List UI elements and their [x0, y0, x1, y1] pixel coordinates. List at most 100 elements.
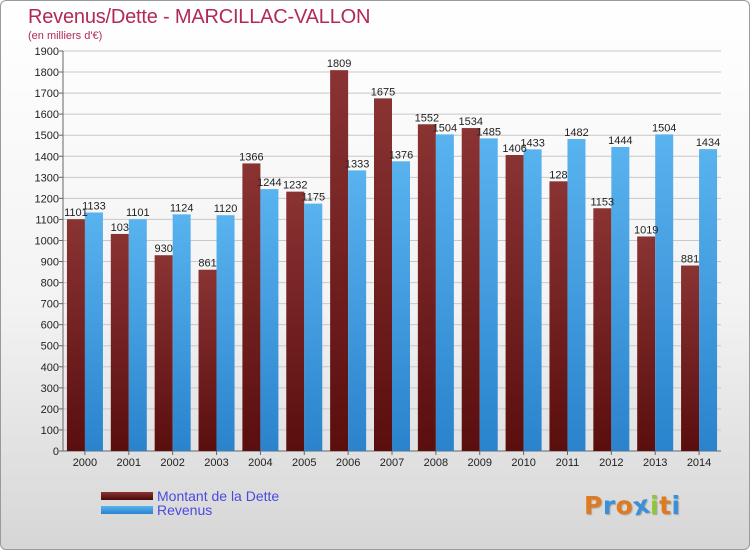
- y-tick-label: 500: [41, 341, 59, 353]
- logo-letter: o: [615, 491, 634, 520]
- x-tick-label-2005: 2005: [292, 457, 316, 469]
- bar-revenus-2010: [523, 149, 542, 451]
- bar-dette-2010: [505, 155, 524, 451]
- y-tick-label: 1300: [35, 172, 59, 184]
- bar-revenus-2013: [655, 134, 674, 452]
- y-tick-label: 200: [41, 404, 59, 416]
- x-tick-label-2013: 2013: [643, 457, 667, 469]
- logo-letter: P: [584, 491, 603, 520]
- x-tick-label-2002: 2002: [160, 457, 184, 469]
- value-label-dette-2003: 861: [198, 258, 216, 270]
- y-tick-label: 700: [41, 299, 59, 311]
- chart-title: Revenus/Dette - MARCILLAC-VALLON: [28, 6, 371, 28]
- value-label-dette-2006: 1809: [327, 58, 351, 70]
- bar-revenus-2005: [304, 203, 323, 451]
- value-label-revenus-2006: 1333: [345, 158, 369, 170]
- bar-revenus-2009: [479, 138, 498, 452]
- value-label-dette-2013: 1019: [634, 224, 658, 236]
- y-tick-label: 1700: [35, 88, 59, 100]
- bar-dette-2008: [417, 124, 436, 452]
- value-label-revenus-2000: 1133: [82, 200, 106, 212]
- bars: [66, 70, 718, 452]
- bar-dette-2005: [286, 191, 305, 451]
- bar-revenus-2003: [216, 215, 235, 451]
- value-label-dette-2002: 930: [154, 243, 172, 255]
- bar-dette-2004: [242, 163, 261, 451]
- value-label-dette-2000: 1101: [64, 207, 88, 219]
- value-label-dette-2012: 1153: [591, 196, 615, 208]
- bar-revenus-2006: [348, 170, 367, 452]
- y-tick-label: 1900: [35, 46, 59, 58]
- value-label-revenus-2001: 1101: [126, 207, 150, 219]
- value-label-revenus-2012: 1444: [608, 135, 632, 147]
- y-tick-label: 1500: [35, 130, 59, 142]
- value-label-dette-2010: 1406: [502, 143, 526, 155]
- value-label-revenus-2011: 1482: [564, 127, 588, 139]
- bar-revenus-2007: [392, 161, 410, 451]
- x-tick-label-2014: 2014: [687, 457, 711, 469]
- y-tick-label: 1200: [35, 193, 59, 205]
- bar-revenus-2014: [699, 149, 718, 451]
- y-tick-label: 400: [41, 362, 59, 374]
- bar-dette-2012: [593, 208, 612, 451]
- y-tick-label: 1600: [35, 109, 59, 121]
- bar-revenus-2000: [84, 212, 103, 451]
- bar-dette-2014: [681, 265, 700, 451]
- value-label-dette-2001: 103: [111, 222, 129, 234]
- bar-dette-2002: [154, 255, 173, 451]
- value-label-revenus-2004: 1244: [257, 177, 281, 189]
- value-label-dette-2014: 881: [681, 254, 699, 266]
- value-label-revenus-2002: 1124: [170, 202, 194, 214]
- x-tick-label-2000: 2000: [73, 457, 97, 469]
- y-tick-label: 600: [41, 320, 59, 332]
- value-label-revenus-2008: 1504: [433, 122, 457, 134]
- x-tick-label-2011: 2011: [556, 457, 580, 469]
- value-label-revenus-2014: 1434: [696, 137, 720, 149]
- bar-dette-2003: [198, 269, 217, 451]
- bar-dette-2009: [461, 128, 480, 451]
- value-label-revenus-2003: 1120: [214, 203, 238, 215]
- bar-revenus-2004: [260, 189, 279, 451]
- y-tick-label: 100: [41, 425, 59, 437]
- x-tick-label-2003: 2003: [204, 457, 228, 469]
- bar-revenus-2001: [128, 219, 147, 451]
- bar-revenus-2012: [611, 147, 630, 451]
- value-label-dette-2007: 1675: [371, 86, 395, 98]
- y-tick-label: 1100: [35, 214, 59, 226]
- y-tick-label: 0: [53, 446, 59, 458]
- value-label-dette-2011: 128: [549, 169, 567, 181]
- legend-label-revenus: Revenus: [157, 502, 213, 518]
- x-tick-label-2008: 2008: [424, 457, 448, 469]
- bar-dette-2000: [66, 219, 85, 451]
- bar-dette-2013: [637, 236, 656, 451]
- bar-dette-2001: [110, 233, 129, 451]
- value-label-dette-2005: 1232: [283, 180, 307, 192]
- logo-letter: r: [602, 491, 616, 520]
- proxiti-logo: Proxiti: [584, 490, 681, 522]
- bar-revenus-2008: [435, 134, 454, 452]
- logo-letter: t: [659, 491, 672, 520]
- bar-dette-2006: [330, 70, 349, 451]
- legend-swatch-revenus: [101, 506, 153, 514]
- value-label-revenus-2010: 1433: [520, 137, 544, 149]
- x-tick-label-2007: 2007: [380, 457, 404, 469]
- logo-letter: i: [650, 491, 660, 520]
- value-label-revenus-2009: 1485: [476, 126, 500, 138]
- x-tick-label-2006: 2006: [336, 457, 360, 469]
- x-tick-label-2009: 2009: [467, 457, 491, 469]
- x-tick-label-2010: 2010: [511, 457, 535, 469]
- bar-revenus-2011: [567, 139, 586, 451]
- value-label-dette-2008: 1552: [415, 112, 439, 124]
- logo-letter: i: [671, 491, 681, 520]
- value-label-revenus-2007: 1376: [389, 149, 413, 161]
- y-tick-label: 300: [41, 383, 59, 395]
- y-tick-label: 1800: [35, 67, 59, 79]
- bar-dette-2007: [374, 98, 392, 452]
- chart-subtitle: (en milliers d'€): [28, 30, 103, 42]
- y-tick-label: 1400: [35, 151, 59, 163]
- y-tick-label: 900: [41, 257, 59, 269]
- legend-swatch-debt: [101, 492, 153, 500]
